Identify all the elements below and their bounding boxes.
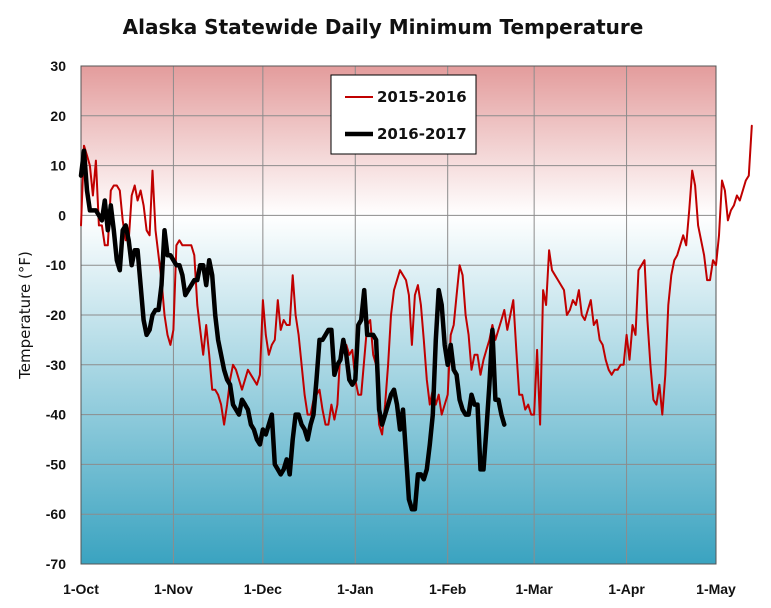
x-tick-label: 1-Dec — [244, 581, 282, 597]
series-line-2 — [78, 148, 507, 512]
x-tick-label: 1-Mar — [515, 581, 553, 597]
x-tick-label: 1-May — [696, 581, 736, 597]
plot-frame — [80, 65, 717, 565]
y-tick-label: -70 — [46, 556, 66, 572]
x-tick-label: 1-Oct — [63, 581, 99, 597]
y-tick-label: 10 — [50, 158, 66, 174]
legend: 2015-2016 2016-2017 — [330, 74, 477, 155]
legend-box — [330, 74, 477, 155]
y-tick-label: -50 — [46, 456, 66, 472]
y-tick-label: 20 — [50, 108, 66, 124]
y-tick-label: -30 — [46, 357, 66, 373]
y-tick-label: -20 — [46, 307, 66, 323]
x-tick-label: 1-Apr — [608, 581, 645, 597]
x-axis: 1-Oct 1-Nov 1-Dec 1-Jan 1-Feb 1-Mar 1-Apr 1-May — [63, 581, 736, 597]
legend-label-2: 2016-2017 — [377, 125, 467, 143]
x-tick-label: 1-Jan — [337, 581, 374, 597]
y-tick-label: 30 — [50, 58, 66, 74]
series-line-1 — [80, 124, 753, 436]
series-layer — [78, 124, 753, 512]
y-axis-label: Temperature (°F) — [16, 251, 34, 380]
chart-title: Alaska Statewide Daily Minimum Temperatu… — [123, 15, 644, 39]
y-tick-label: -60 — [46, 506, 66, 522]
y-axis: 30 20 10 0 -10 -20 -30 -40 -50 -60 -70 — [46, 58, 66, 572]
y-tick-label: -10 — [46, 257, 66, 273]
x-tick-label: 1-Feb — [429, 581, 466, 597]
y-tick-label: 0 — [58, 207, 66, 223]
x-tick-label: 1-Nov — [154, 581, 193, 597]
legend-label-1: 2015-2016 — [377, 88, 467, 106]
y-tick-label: -40 — [46, 407, 66, 423]
